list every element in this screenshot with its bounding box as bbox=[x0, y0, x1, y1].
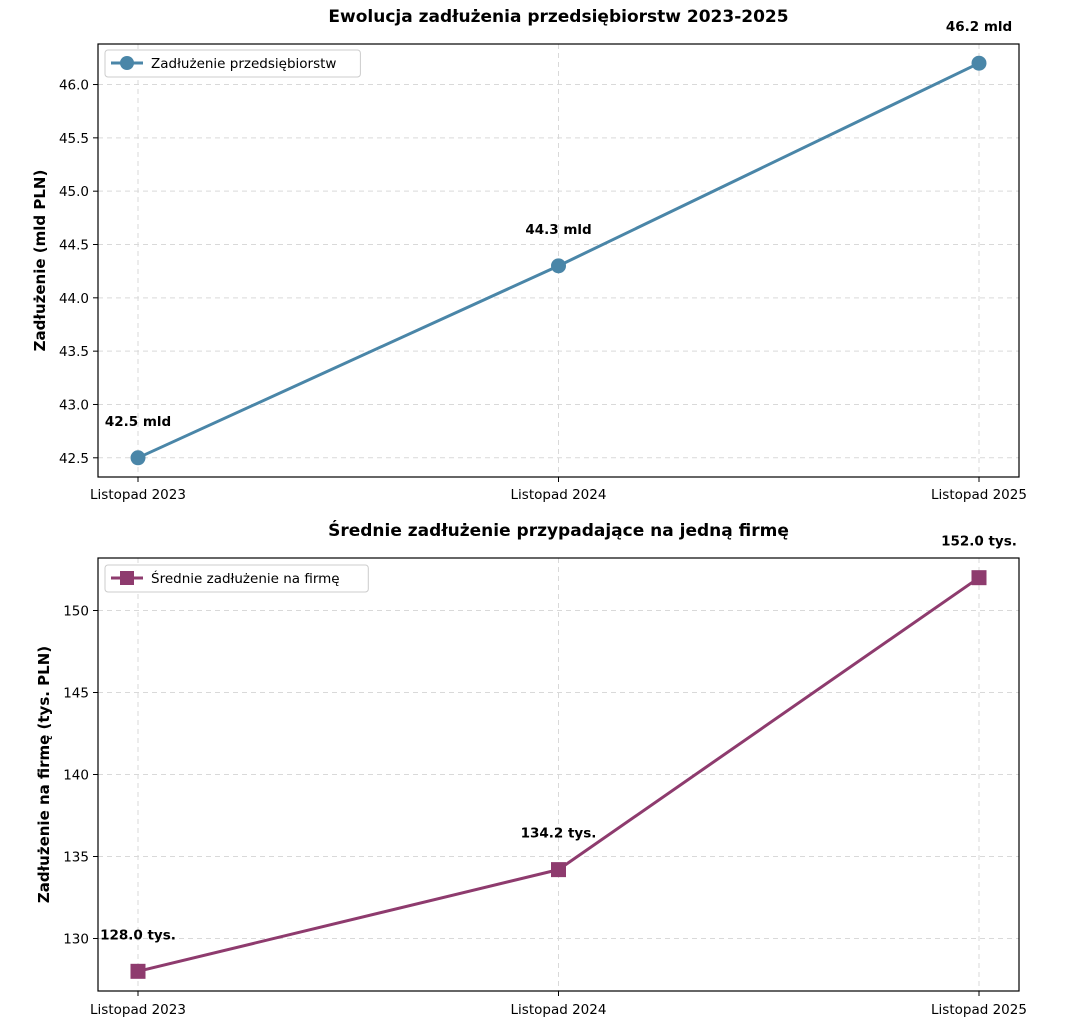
chart-2: Średnie zadłużenie przypadające na jedną… bbox=[35, 519, 1027, 1018]
legend-marker bbox=[120, 571, 134, 585]
y-tick-label: 44.5 bbox=[59, 238, 89, 254]
legend-label: Zadłużenie przedsiębiorstw bbox=[151, 56, 336, 72]
x-tick-label: Listopad 2024 bbox=[511, 487, 607, 503]
plot-frame bbox=[97, 557, 1020, 992]
data-label: 152.0 tys. bbox=[941, 534, 1017, 550]
legend-marker bbox=[120, 56, 134, 70]
series-1: 128.0 tys. 134.2 tys. 152.0 tys. bbox=[100, 534, 1017, 979]
y-tick-label: 42.5 bbox=[59, 451, 89, 467]
y-tick-label: 45.5 bbox=[59, 131, 89, 147]
legend: Średnie zadłużenie na firmę bbox=[104, 564, 369, 593]
series-1: 42.5 mld 44.3 mld 46.2 mld bbox=[105, 19, 1012, 466]
x-tick-label: Listopad 2025 bbox=[931, 487, 1027, 503]
x-tick-label: Listopad 2025 bbox=[931, 1002, 1027, 1018]
y-axis-label: Zadłużenie na firmę (tys. PLN) bbox=[35, 646, 53, 903]
y-tick-label: 140 bbox=[63, 768, 89, 784]
y-tick-label: 130 bbox=[63, 932, 89, 948]
plot-frame bbox=[97, 43, 1020, 478]
x-axis: Listopad 2023 Listopad 2024 Listopad 2025 bbox=[90, 991, 1027, 1018]
y-axis-label: Zadłużenie (mld PLN) bbox=[31, 170, 49, 352]
data-point[interactable] bbox=[130, 450, 146, 466]
y-tick-label: 45.0 bbox=[59, 184, 89, 200]
x-tick-label: Listopad 2023 bbox=[90, 487, 186, 503]
data-label: 46.2 mld bbox=[946, 19, 1012, 35]
y-tick-label: 145 bbox=[63, 685, 89, 701]
data-label: 44.3 mld bbox=[525, 222, 591, 238]
x-tick-label: Listopad 2023 bbox=[90, 1002, 186, 1018]
y-tick-label: 46.0 bbox=[59, 78, 89, 94]
y-tick-label: 135 bbox=[63, 850, 89, 866]
data-label: 42.5 mld bbox=[105, 414, 171, 430]
data-point[interactable] bbox=[971, 570, 987, 586]
chart-title: Średnie zadłużenie przypadające na jedną… bbox=[328, 519, 789, 541]
data-label: 134.2 tys. bbox=[521, 826, 597, 842]
x-axis: Listopad 2023 Listopad 2024 Listopad 2025 bbox=[90, 477, 1027, 503]
legend-label: Średnie zadłużenie na firmę bbox=[151, 569, 340, 587]
y-tick-label: 150 bbox=[63, 603, 89, 619]
chart-title: Ewolucja zadłużenia przedsiębiorstw 2023… bbox=[328, 7, 788, 27]
legend-box bbox=[104, 564, 369, 593]
data-point[interactable] bbox=[551, 258, 566, 274]
gridlines bbox=[98, 558, 1019, 991]
data-label: 128.0 tys. bbox=[100, 927, 176, 943]
data-point[interactable] bbox=[971, 55, 987, 71]
data-point[interactable] bbox=[551, 862, 566, 878]
x-tick-label: Listopad 2024 bbox=[511, 1002, 607, 1018]
y-axis: 42.5 43.0 43.5 44.0 44.5 45.0 45.5 46.0 bbox=[59, 78, 98, 467]
y-tick-label: 43.5 bbox=[59, 344, 89, 360]
chart-1: Ewolucja zadłużenia przedsiębiorstw 2023… bbox=[31, 7, 1027, 503]
y-tick-label: 44.0 bbox=[59, 291, 89, 307]
y-axis: 130 135 140 145 150 bbox=[63, 603, 98, 948]
legend-box bbox=[104, 49, 361, 78]
y-tick-label: 43.0 bbox=[59, 397, 89, 413]
data-point[interactable] bbox=[130, 963, 146, 979]
legend: Zadłużenie przedsiębiorstw bbox=[104, 49, 361, 78]
